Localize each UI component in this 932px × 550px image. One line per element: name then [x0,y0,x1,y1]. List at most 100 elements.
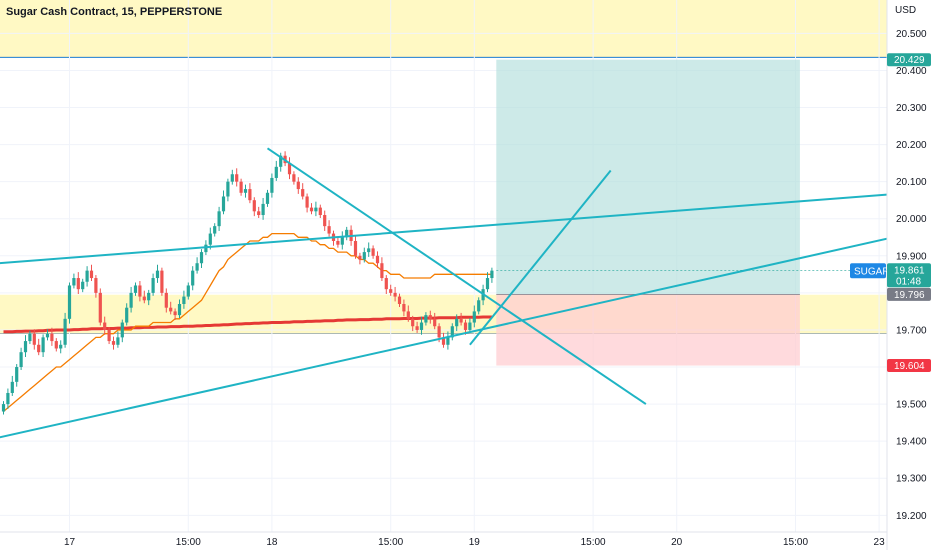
candle[interactable] [472,305,476,328]
candle-body[interactable] [402,304,406,312]
candle[interactable] [59,340,63,354]
candle[interactable] [239,178,243,196]
candle[interactable] [23,335,28,358]
trendline-breakout-leg[interactable] [469,169,612,346]
candle-body[interactable] [37,344,41,353]
candle-body[interactable] [485,278,490,290]
candle[interactable] [406,305,410,322]
candle-body[interactable] [424,315,428,323]
candle[interactable] [177,299,182,319]
candle-body[interactable] [345,229,349,238]
candle-body[interactable] [182,296,186,304]
candle-body[interactable] [437,326,441,338]
candle-body[interactable] [67,285,72,319]
candle-body[interactable] [415,326,419,330]
candle-body[interactable] [367,248,371,253]
candle-body[interactable] [41,337,45,353]
candle[interactable] [133,282,138,296]
candle-body[interactable] [270,177,274,193]
candle[interactable] [186,282,190,300]
candle[interactable] [318,204,322,218]
candle[interactable] [120,319,124,343]
candle[interactable] [415,321,419,333]
candle-body[interactable] [10,381,14,393]
candle-body[interactable] [98,292,102,323]
candle-body[interactable] [89,270,94,279]
candle-body[interactable] [411,318,415,327]
candle[interactable] [265,189,270,207]
candle[interactable] [424,312,428,326]
candle-body[interactable] [472,311,476,323]
candle[interactable] [389,284,393,296]
candle-body[interactable] [19,352,23,368]
candle-body[interactable] [446,337,450,345]
trendline-lower-channel[interactable] [0,232,911,439]
candle-body[interactable] [217,211,221,227]
candle-body[interactable] [28,333,32,342]
candle[interactable] [248,183,252,204]
candle[interactable] [340,231,344,250]
candle-body[interactable] [371,248,375,256]
candle[interactable] [428,310,432,324]
candle[interactable] [314,201,318,217]
candle[interactable] [164,288,168,313]
candle[interactable] [353,235,358,259]
candle-body[interactable] [63,318,67,345]
candle[interactable] [138,281,142,302]
candle-body[interactable] [292,174,296,182]
candle-body[interactable] [186,285,190,297]
candle-body[interactable] [490,270,494,279]
candle[interactable] [270,173,274,198]
candle-body[interactable] [296,181,300,190]
candle-body[interactable] [23,341,28,353]
candle-body[interactable] [455,318,459,327]
candle[interactable] [323,210,327,231]
candle-body[interactable] [419,322,424,330]
candle-body[interactable] [287,163,292,175]
candle[interactable] [208,227,212,250]
candle-body[interactable] [468,322,472,330]
candle-body[interactable] [208,233,212,245]
candle-body[interactable] [116,337,120,345]
candle[interactable] [345,226,349,241]
candle-body[interactable] [94,278,98,293]
candle[interactable] [226,178,230,202]
candle[interactable] [309,203,314,215]
candle[interactable] [279,152,283,172]
candle[interactable] [28,330,32,345]
candle[interactable] [155,264,160,283]
candle-body[interactable] [463,322,468,330]
candle[interactable] [6,388,10,409]
candle[interactable] [54,338,58,352]
candle[interactable] [41,334,45,358]
candle-body[interactable] [164,292,168,308]
candle[interactable] [375,251,380,269]
candle[interactable] [81,278,85,293]
candle-body[interactable] [221,196,226,212]
candle-body[interactable] [243,189,248,193]
candle-body[interactable] [323,215,327,227]
candle-body[interactable] [433,318,437,327]
candle-body[interactable] [120,322,124,338]
candle[interactable] [230,169,234,185]
candle[interactable] [107,326,111,345]
candle-body[interactable] [393,292,397,297]
candle-body[interactable] [191,270,195,286]
candle[interactable] [15,364,19,387]
candle-body[interactable] [358,255,362,260]
candle-body[interactable] [305,196,309,208]
candle[interactable] [257,206,261,218]
candle[interactable] [195,257,199,274]
candle-body[interactable] [111,341,116,345]
candle[interactable] [301,183,305,200]
candle[interactable] [32,329,36,350]
candle[interactable] [485,272,490,293]
candle[interactable] [384,275,388,294]
candle[interactable] [292,171,296,185]
candle[interactable] [67,282,72,324]
candle[interactable] [125,303,129,326]
symbol-title[interactable]: Sugar Cash Contract, 15, PEPPERSTONE [6,6,222,18]
candle[interactable] [459,312,463,326]
candle[interactable] [411,315,415,332]
candle-body[interactable] [450,326,454,338]
